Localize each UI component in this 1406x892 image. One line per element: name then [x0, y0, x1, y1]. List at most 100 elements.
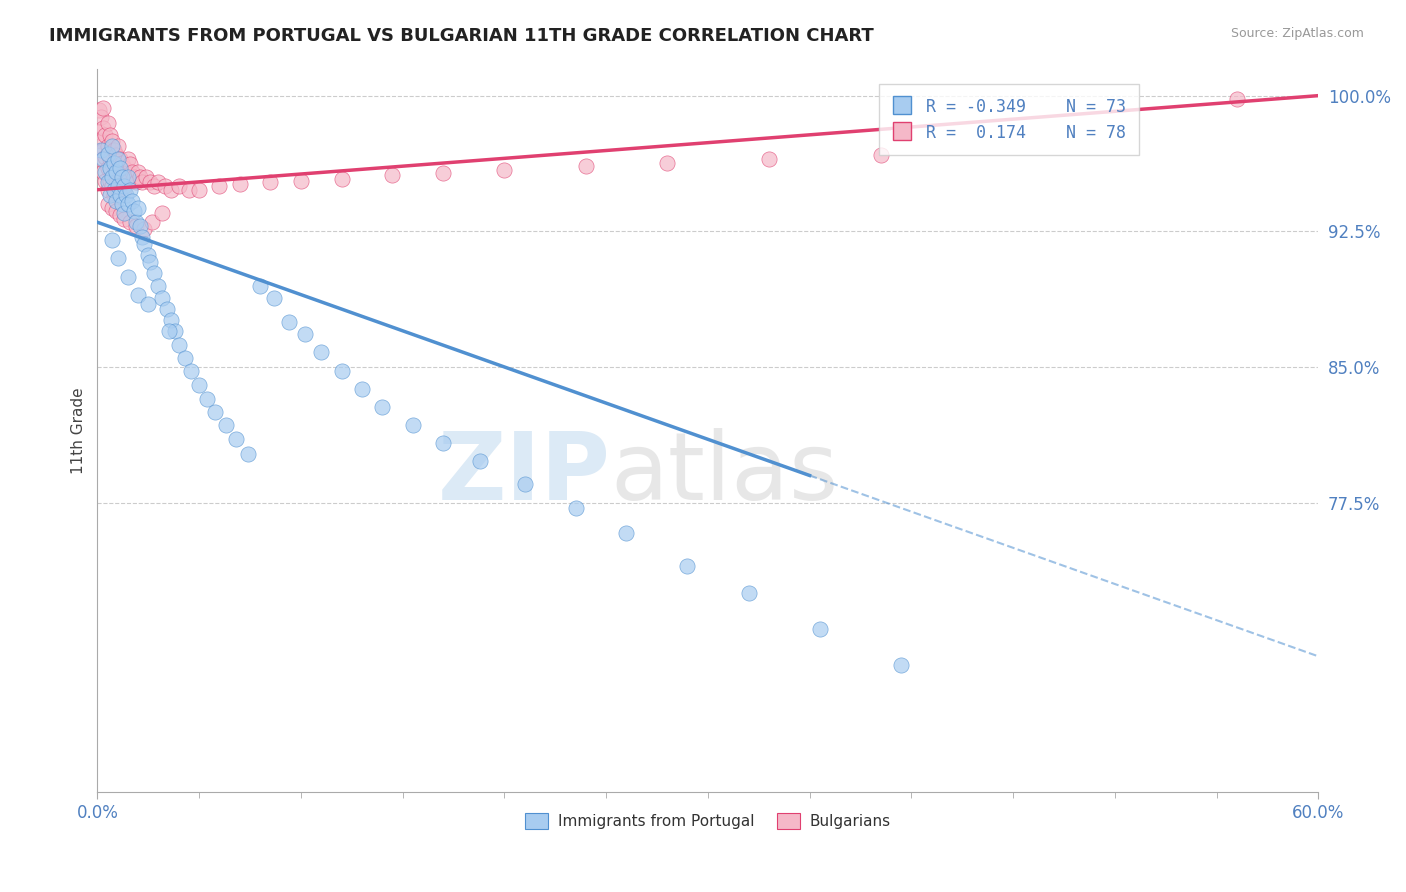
Point	[131, 229, 153, 244]
Point	[204, 405, 226, 419]
Point	[432, 166, 454, 180]
Point	[96, 146, 118, 161]
Point	[96, 116, 118, 130]
Point	[100, 201, 122, 215]
Point	[93, 101, 115, 115]
Point	[127, 164, 149, 178]
Point	[173, 351, 195, 365]
Point	[122, 169, 145, 184]
Point	[129, 169, 152, 184]
Point	[758, 152, 780, 166]
Point	[96, 139, 118, 153]
Point	[108, 161, 131, 175]
Point	[136, 248, 159, 262]
Point	[100, 179, 122, 194]
Point	[111, 155, 134, 169]
Point	[655, 155, 678, 169]
Point	[93, 164, 115, 178]
Point	[115, 188, 138, 202]
Point	[90, 111, 112, 125]
Point	[180, 363, 202, 377]
Point	[152, 291, 174, 305]
Point	[129, 219, 152, 233]
Point	[294, 327, 316, 342]
Point	[93, 121, 115, 136]
Point	[111, 197, 134, 211]
Point	[125, 219, 148, 233]
Point	[117, 169, 139, 184]
Point	[98, 174, 121, 188]
Point	[100, 134, 122, 148]
Point	[107, 161, 129, 175]
Point	[89, 103, 111, 117]
Point	[468, 454, 491, 468]
Point	[134, 236, 156, 251]
Point	[111, 169, 134, 184]
Point	[103, 183, 125, 197]
Point	[676, 558, 699, 573]
Point	[494, 162, 516, 177]
Point	[103, 166, 125, 180]
Point	[94, 164, 117, 178]
Point	[90, 143, 112, 157]
Point	[214, 417, 236, 432]
Point	[808, 622, 831, 636]
Point	[143, 266, 166, 280]
Point	[236, 447, 259, 461]
Point	[100, 139, 122, 153]
Point	[104, 204, 127, 219]
Y-axis label: 11th Grade: 11th Grade	[72, 387, 86, 474]
Point	[195, 392, 218, 407]
Point	[107, 252, 129, 266]
Point	[330, 363, 353, 377]
Text: ZIP: ZIP	[437, 427, 610, 520]
Point	[112, 161, 135, 175]
Point	[564, 501, 586, 516]
Point	[127, 201, 149, 215]
Point	[143, 179, 166, 194]
Point	[159, 313, 181, 327]
Point	[118, 157, 141, 171]
Point	[100, 157, 122, 171]
Point	[98, 188, 121, 202]
Point	[163, 324, 186, 338]
Point	[249, 278, 271, 293]
Point	[131, 176, 153, 190]
Point	[94, 128, 117, 143]
Point	[104, 164, 127, 178]
Point	[96, 183, 118, 197]
Point	[108, 208, 131, 222]
Point	[96, 176, 118, 190]
Point	[125, 215, 148, 229]
Point	[259, 176, 281, 190]
Point	[139, 176, 162, 190]
Point	[107, 139, 129, 153]
Point	[112, 211, 135, 226]
Point	[737, 586, 759, 600]
Point	[94, 174, 117, 188]
Point	[309, 345, 332, 359]
Point	[371, 400, 394, 414]
Point	[112, 179, 135, 194]
Point	[108, 152, 131, 166]
Point	[869, 148, 891, 162]
Point	[118, 183, 141, 197]
Point	[177, 183, 200, 197]
Point	[432, 436, 454, 450]
Point	[122, 204, 145, 219]
Point	[103, 143, 125, 157]
Point	[167, 179, 190, 194]
Point	[125, 176, 148, 190]
Point	[616, 526, 638, 541]
Point	[108, 174, 131, 188]
Point	[330, 171, 353, 186]
Point	[104, 194, 127, 208]
Point	[148, 278, 170, 293]
Point	[98, 128, 121, 143]
Point	[575, 159, 598, 173]
Point	[188, 378, 211, 392]
Point	[1226, 92, 1249, 106]
Point	[117, 269, 139, 284]
Point	[90, 152, 112, 166]
Point	[112, 206, 135, 220]
